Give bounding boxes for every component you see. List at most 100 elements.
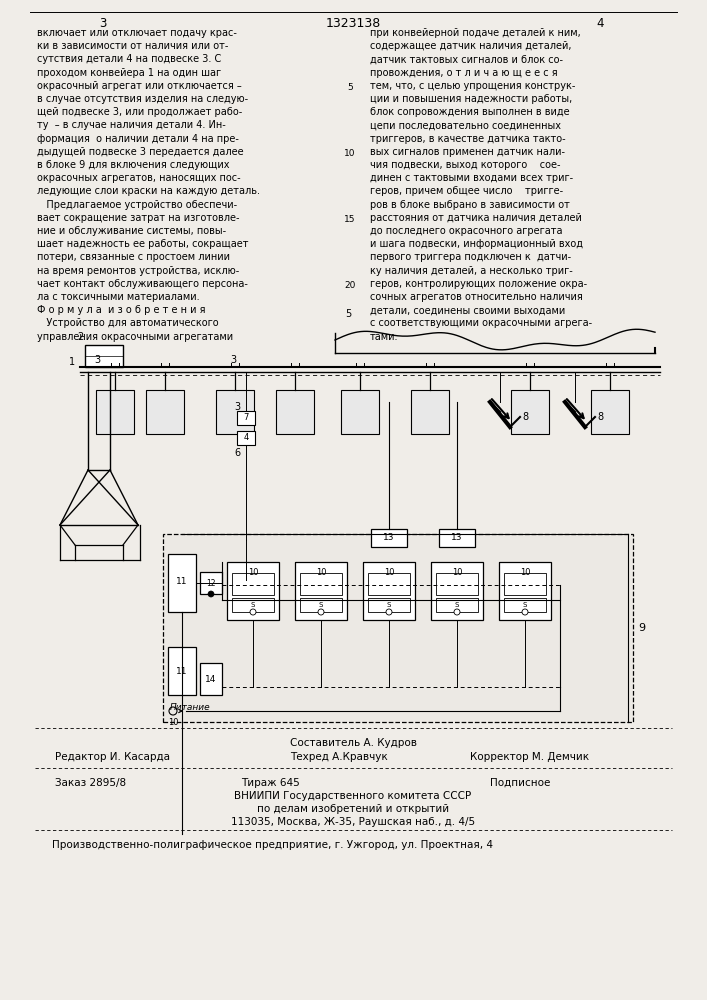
Text: провождения, о т л и ч а ю щ е е с я: провождения, о т л и ч а ю щ е е с я [370,68,558,78]
Bar [511,390,549,434]
Text: 10: 10 [247,568,258,577]
Text: Производственно-полиграфическое предприятие, г. Ужгород, ул. Проектная, 4: Производственно-полиграфическое предприя… [52,840,493,850]
Text: в блоке 9 для включения следующих: в блоке 9 для включения следующих [37,160,230,170]
Bar [363,562,415,620]
Text: 11: 11 [176,578,188,586]
Text: Редактор И. Касарда: Редактор И. Касарда [55,752,170,762]
Text: ции и повышения надежности работы,: ции и повышения надежности работы, [370,94,572,104]
Text: чия подвески, выход которого    сое-: чия подвески, выход которого сое- [370,160,561,170]
Text: 2: 2 [78,332,84,342]
Text: окрасочных агрегатов, наносящих пос-: окрасочных агрегатов, наносящих пос- [37,173,240,183]
Text: 113035, Москва, Ж-35, Раушская наб., д. 4/5: 113035, Москва, Ж-35, Раушская наб., д. … [231,817,475,827]
Text: 13: 13 [383,534,395,542]
Bar [411,390,449,434]
Text: включает или отключает подачу крас-: включает или отключает подачу крас- [37,28,237,38]
Bar [200,572,222,594]
Bar [368,598,410,612]
Text: вает сокращение затрат на изготовле-: вает сокращение затрат на изготовле- [37,213,240,223]
Text: 12: 12 [206,578,216,587]
Text: 1323138: 1323138 [325,17,380,30]
Text: 3: 3 [94,355,100,365]
Text: S: S [522,602,527,608]
Text: чает контакт обслуживающего персона-: чает контакт обслуживающего персона- [37,279,248,289]
Text: щей подвеске 3, или продолжает рабо-: щей подвеске 3, или продолжает рабо- [37,107,243,117]
Text: 3: 3 [234,402,240,412]
Bar [439,529,475,547]
Text: 8: 8 [522,412,528,422]
Bar [216,390,254,434]
Text: детали, соединены своими выходами: детали, соединены своими выходами [370,305,566,315]
Text: по делам изобретений и открытий: по делам изобретений и открытий [257,804,449,814]
Text: 4: 4 [596,17,604,30]
Bar [276,390,314,434]
Text: 13: 13 [451,534,463,542]
Text: S: S [387,602,391,608]
Bar [85,345,123,367]
Text: при конвейерной подаче деталей к ним,: при конвейерной подаче деталей к ним, [370,28,580,38]
Text: 10: 10 [344,149,356,158]
Bar [168,554,196,612]
Text: геров, причем общее число    тригге-: геров, причем общее число тригге- [370,186,563,196]
Bar [146,390,184,434]
Text: ние и обслуживание системы, повы-: ние и обслуживание системы, повы- [37,226,226,236]
Bar [436,598,478,612]
Circle shape [208,591,214,597]
Text: ла с токсичными материалами.: ла с токсичными материалами. [37,292,199,302]
Text: первого триггера подключен к  датчи-: первого триггера подключен к датчи- [370,252,571,262]
Text: с соответствующими окрасочными агрега-: с соответствующими окрасочными агрега- [370,318,592,328]
Bar [163,534,633,722]
Circle shape [454,609,460,615]
Text: управления окрасочными агрегатами: управления окрасочными агрегатами [37,332,233,342]
Text: в случае отсутствия изделия на следую-: в случае отсутствия изделия на следую- [37,94,248,104]
Bar [591,390,629,434]
Text: 10: 10 [316,568,326,577]
Text: ВНИИПИ Государственного комитета СССР: ВНИИПИ Государственного комитета СССР [235,791,472,801]
Text: ки в зависимости от наличия или от-: ки в зависимости от наличия или от- [37,41,228,51]
Text: Корректор М. Демчик: Корректор М. Демчик [470,752,589,762]
Text: S: S [455,602,459,608]
Text: потери, связанные с простоем линии: потери, связанные с простоем линии [37,252,230,262]
Text: 1: 1 [69,357,75,367]
Text: 11: 11 [176,666,188,676]
Text: 10: 10 [384,568,395,577]
Text: 8: 8 [597,412,603,422]
Text: ров в блоке выбрано в зависимости от: ров в блоке выбрано в зависимости от [370,200,570,210]
Text: 3: 3 [230,355,236,365]
Text: ледующие слои краски на каждую деталь.: ледующие слои краски на каждую деталь. [37,186,260,196]
Bar [504,598,546,612]
Text: тем, что, с целью упрощения конструк-: тем, что, с целью упрощения конструк- [370,81,575,91]
Bar [436,573,478,595]
Circle shape [522,609,528,615]
Text: и шага подвески, информационный вход: и шага подвески, информационный вход [370,239,583,249]
Bar [237,431,255,445]
Text: цепи последовательно соединенных: цепи последовательно соединенных [370,120,561,130]
Text: геров, контролирующих положение окра-: геров, контролирующих положение окра- [370,279,587,289]
Text: ку наличия деталей, а несколько триг-: ку наличия деталей, а несколько триг- [370,266,573,276]
Circle shape [250,609,256,615]
Text: S: S [251,602,255,608]
Bar [300,598,342,612]
Text: 10: 10 [452,568,462,577]
Bar [227,562,279,620]
Text: расстояния от датчика наличия деталей: расстояния от датчика наличия деталей [370,213,582,223]
Bar [96,390,134,434]
Bar [371,529,407,547]
Text: 6: 6 [234,448,240,458]
Bar [200,663,222,695]
Text: тами.: тами. [370,332,399,342]
Text: Подписное: Подписное [490,778,550,788]
Bar [341,390,379,434]
Text: 5: 5 [347,83,353,92]
Text: проходом конвейера 1 на один шаг: проходом конвейера 1 на один шаг [37,68,221,78]
Text: на время ремонтов устройства, исклю-: на время ремонтов устройства, исклю- [37,266,239,276]
Bar [237,411,255,425]
Text: 7: 7 [243,414,249,422]
Text: 20: 20 [344,281,356,290]
Text: Устройство для автоматического: Устройство для автоматического [37,318,218,328]
Bar [431,562,483,620]
Bar [300,573,342,595]
Text: Тираж 645: Тираж 645 [240,778,299,788]
Text: 5: 5 [345,309,351,319]
Text: Техред А.Кравчук: Техред А.Кравчук [290,752,387,762]
Text: Составитель А. Кудров: Составитель А. Кудров [289,738,416,748]
